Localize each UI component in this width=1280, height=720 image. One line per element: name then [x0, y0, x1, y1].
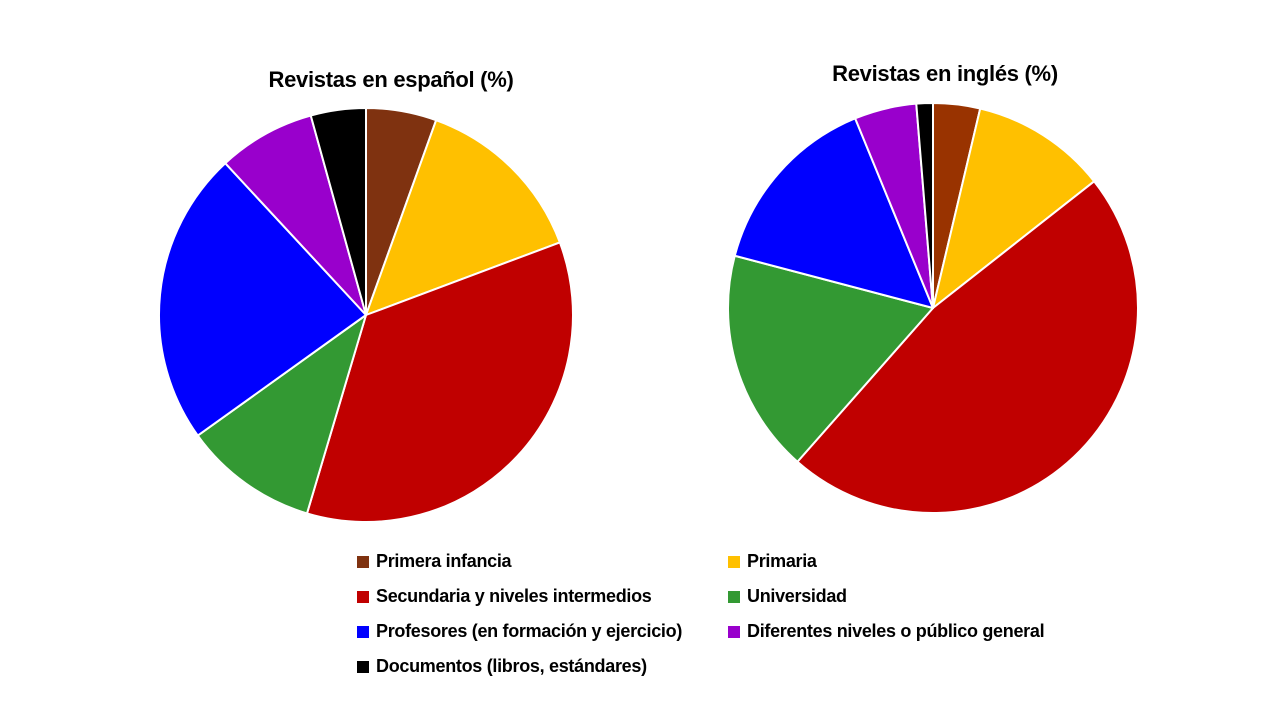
- pie-chart-spanish: [158, 107, 574, 523]
- legend-swatch-documentos: [357, 660, 369, 673]
- pie-slice-5: [224, 114, 367, 316]
- pie-slice-6: [309, 107, 367, 316]
- chart-title-english: Revistas en inglés (%): [832, 61, 1058, 86]
- legend-label: Primaria: [747, 551, 817, 571]
- pie-slice-6: [915, 101, 934, 309]
- legend-swatch-primera-infancia: [357, 555, 369, 568]
- legend-swatch-profesores: [357, 625, 369, 638]
- pie-slice-2: [796, 180, 1139, 514]
- legend-swatch-primaria: [728, 555, 740, 568]
- legend-label: Documentos (libros, estándares): [376, 656, 647, 676]
- legend-item-profesores: Profesores (en formación y ejercicio): [357, 621, 682, 642]
- legend-item-secundaria: Secundaria y niveles intermedios: [357, 586, 652, 607]
- pie-chart-english: [727, 101, 1139, 514]
- legend-label: Diferentes niveles o público general: [747, 621, 1045, 641]
- legend-item-universidad: Universidad: [728, 586, 847, 607]
- pie-slice-4: [733, 117, 934, 309]
- pie-slice-4: [158, 162, 367, 437]
- legend-label: Primera infancia: [376, 551, 512, 571]
- pie-slice-3: [727, 254, 934, 463]
- pie-slice-2: [306, 241, 574, 523]
- legend-item-primera-infancia: Primera infancia: [357, 551, 512, 572]
- legend-label: Secundaria y niveles intermedios: [376, 586, 652, 606]
- legend-item-documentos: Documentos (libros, estándares): [357, 656, 647, 677]
- legend-swatch-universidad: [728, 590, 740, 603]
- pie-slice-1: [365, 119, 561, 316]
- legend-label: Universidad: [747, 586, 847, 606]
- chart-title-spanish: Revistas en español (%): [268, 67, 514, 92]
- pie-slice-3: [196, 314, 367, 515]
- pie-slice-1: [932, 107, 1096, 309]
- legend-label: Profesores (en formación y ejercicio): [376, 621, 683, 641]
- legend-swatch-diferentes-niveles: [728, 625, 740, 638]
- legend-swatch-secundaria: [357, 590, 369, 603]
- legend-item-primaria: Primaria: [728, 551, 817, 572]
- legend-item-diferentes-niveles: Diferentes niveles o público general: [728, 621, 1045, 642]
